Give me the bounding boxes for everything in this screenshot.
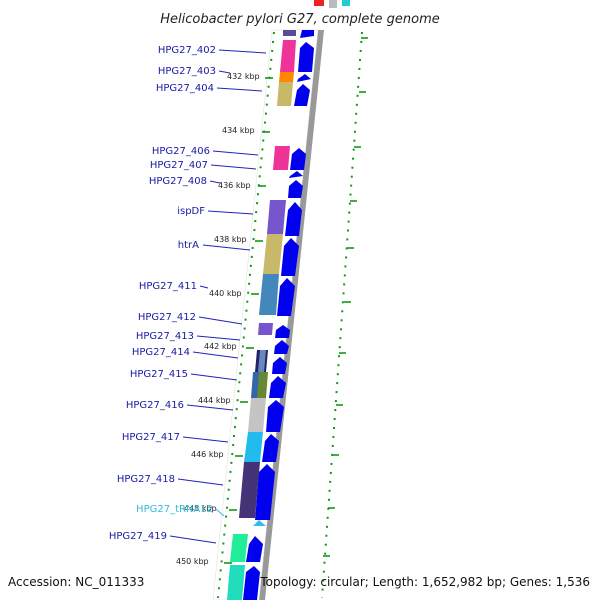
- gene-label: HPG27_406: [152, 146, 210, 157]
- cds-arrow: [289, 171, 303, 178]
- kbp-tick-label: 442 kbp: [204, 342, 237, 351]
- gene-label: HPG27_413: [136, 331, 194, 342]
- kbp-tick-label: 446 kbp: [191, 450, 224, 459]
- genome-stats-label: Topology: circular; Length: 1,652,982 bp…: [259, 575, 590, 589]
- cds-arrow: [255, 464, 275, 520]
- kbp-tick-label: 434 kbp: [222, 126, 255, 135]
- gene-block: [227, 565, 245, 600]
- gene-block: [251, 372, 259, 398]
- cds-arrow: [294, 84, 310, 106]
- cds-arrow: [243, 566, 260, 600]
- gene-label: HPG27_404: [156, 83, 214, 94]
- gene-label: HPG27_412: [138, 312, 196, 323]
- gene-block: [230, 534, 248, 562]
- cds-arrow: [274, 340, 289, 354]
- gene-leader-line: [207, 210, 254, 215]
- gene-leader-line: [212, 150, 259, 156]
- gene-labels: HPG27_402 HPG27_403 HPG27_404 HPG27_406 HPG2…: [109, 45, 267, 544]
- gene-leader-line: [177, 478, 224, 486]
- cds-arrow: [297, 74, 311, 82]
- kbp-tick-label: 444 kbp: [198, 396, 231, 405]
- gene-blocks: [227, 30, 296, 600]
- gene-block: [283, 30, 296, 36]
- gene-label: HPG27_411: [139, 281, 197, 292]
- cds-arrow: [290, 148, 306, 170]
- gene-block: [263, 234, 283, 274]
- gene-block: [248, 398, 266, 432]
- gene-block: [244, 432, 263, 462]
- gene-block: [259, 274, 279, 315]
- gene-leader-line: [196, 335, 241, 341]
- gene-block: [280, 40, 296, 72]
- gene-label: HPG27_415: [130, 369, 188, 380]
- gene-label: HPG27_tRNA12: [136, 504, 213, 515]
- gene-label: HPG27_408: [149, 176, 207, 187]
- trna-arrow: [253, 520, 266, 526]
- gene-block: [267, 200, 286, 234]
- gene-block: [258, 350, 266, 372]
- kbp-tick-label: 448 kbp: [184, 504, 217, 513]
- cds-arrows: [243, 30, 314, 600]
- gene-leader-line: [199, 285, 209, 289]
- gene-leader-line: [215, 508, 225, 517]
- gene-label: HPG27_403: [158, 66, 216, 77]
- cds-arrow: [262, 434, 279, 462]
- gene-label: HPG27_407: [150, 160, 208, 171]
- gene-block: [258, 323, 273, 335]
- gene-label: ispDF: [177, 206, 205, 217]
- gene-leader-line: [209, 180, 221, 184]
- gene-leader-line: [169, 535, 217, 544]
- kbp-tick-label: 440 kbp: [209, 289, 242, 298]
- cds-arrow: [277, 278, 295, 316]
- accession-label: Accession: NC_011333: [8, 575, 144, 589]
- gene-label: HPG27_418: [117, 474, 175, 485]
- left-tick-marks: [224, 77, 273, 564]
- cds-arrow: [288, 180, 303, 198]
- cds-arrow: [298, 42, 314, 72]
- top-partial-features: [314, 0, 350, 8]
- gene-leader-line: [218, 70, 231, 74]
- gene-block: [239, 462, 260, 518]
- kbp-labels: 432 kbp 434 kbp 436 kbp 438 kbp 440 kbp 442 k…: [176, 72, 260, 566]
- gene-block: [279, 72, 294, 82]
- cds-arrow: [281, 238, 299, 276]
- kbp-tick-label: 438 kbp: [214, 235, 247, 244]
- kbp-tick-label: 450 kbp: [176, 557, 209, 566]
- gene-label: HPG27_417: [122, 432, 180, 443]
- gene-leader-line: [216, 87, 263, 92]
- kbp-tick-label: 436 kbp: [218, 181, 251, 190]
- gene-label: htrA: [178, 240, 199, 251]
- gene-leader-line: [198, 316, 243, 325]
- gene-leader-line: [186, 404, 234, 411]
- gene-block: [277, 82, 293, 106]
- cds-arrow: [275, 325, 290, 338]
- gene-label: HPG27_414: [132, 347, 190, 358]
- cds-arrow: [272, 357, 287, 374]
- cds-arrow: [300, 30, 314, 38]
- cds-arrow: [285, 202, 302, 236]
- gene-label: HPG27_419: [109, 531, 167, 542]
- gene-label: HPG27_416: [126, 400, 184, 411]
- gene-leader-line: [218, 49, 267, 54]
- gene-leader-line: [182, 436, 229, 443]
- gene-leader-line: [190, 373, 238, 381]
- gene-label: HPG27_402: [158, 45, 216, 56]
- kbp-tick-label: 432 kbp: [227, 72, 260, 81]
- gene-block: [273, 146, 290, 170]
- cds-arrow: [269, 376, 286, 398]
- cds-arrow: [266, 400, 284, 432]
- gene-leader-line: [192, 351, 239, 359]
- right-tick-marks: [323, 37, 368, 557]
- gene-leader-line: [210, 164, 257, 170]
- gene-leader-line: [202, 244, 251, 251]
- cds-arrow: [246, 536, 263, 562]
- map-title: Helicobacter pylori G27, complete genome: [160, 12, 439, 27]
